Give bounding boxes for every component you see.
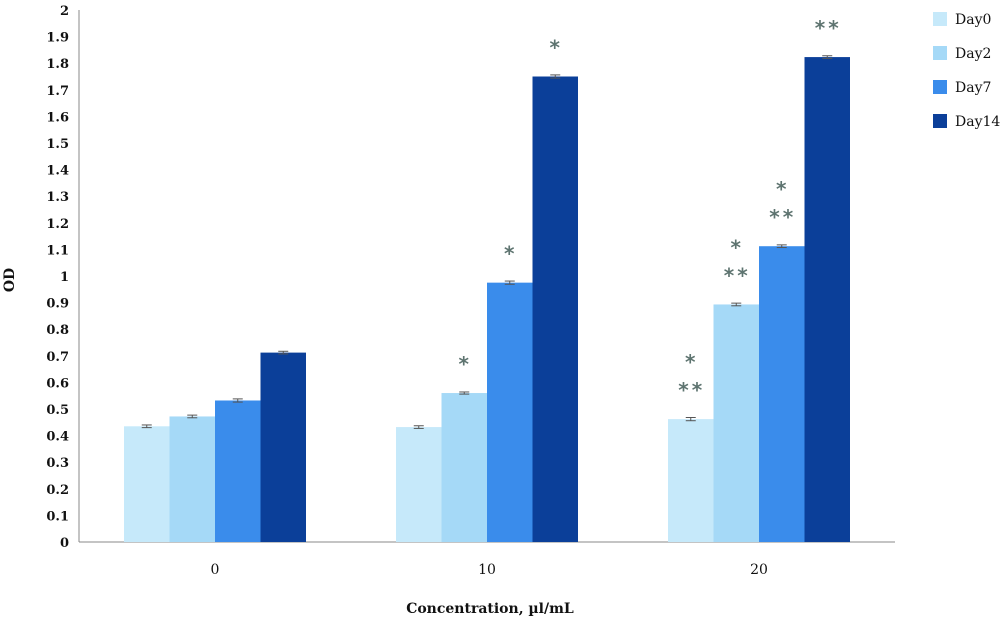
x-axis-label: Concentration, µl/mL [406,601,574,617]
bar-day0-20 [668,419,714,542]
y-tick-label: 1.1 [46,243,69,258]
bar-day14-20 [804,57,850,542]
legend-swatch-day7 [933,80,947,94]
significance-mark: * [504,242,517,266]
significance-mark: ** [678,378,705,402]
legend: Day0 Day2 Day7 Day14 [933,12,1000,130]
bar-day7-20 [759,246,805,542]
y-tick-label: 0.5 [46,403,69,418]
y-tick-label: 1.9 [46,31,69,46]
y-tick-label: 0.2 [46,483,69,498]
y-tick-label: 0.9 [46,297,69,312]
legend-swatch-day0 [933,12,947,26]
error-bar [141,424,152,429]
y-tick-label: 1.4 [46,164,69,179]
x-axis-categories: 0 10 20 [211,562,768,578]
y-tick-label: 0.6 [46,376,69,391]
bar-day0-0 [124,426,170,542]
bar-day2-20 [713,304,759,542]
bar-day7-10 [487,282,533,542]
y-tick-label: 1.8 [46,57,69,72]
error-bar [413,425,424,429]
significance-mark: ** [815,16,842,40]
y-tick-label: 0.4 [46,430,69,445]
y-tick-label: 1.3 [46,190,69,205]
error-bar [731,302,742,307]
bar-day0-10 [396,427,442,542]
error-bar [278,350,289,355]
y-tick-label: 0.7 [46,350,69,365]
error-bar [232,398,243,403]
y-tick-label: 0 [60,536,69,551]
x-category-label: 0 [211,562,220,578]
y-tick-label: 0.8 [46,323,69,338]
bar-day14-10 [532,76,578,542]
x-category-label: 20 [750,562,768,578]
y-tick-label: 1.6 [46,110,69,125]
y-tick-label: 1.7 [46,84,69,99]
legend-label-day7: Day7 [955,80,991,96]
legend-swatch-day2 [933,46,947,60]
y-tick-label: 0.3 [46,456,69,471]
bar-day2-0 [169,416,215,542]
y-axis-label: OD [2,268,18,292]
y-tick-label: 1.2 [46,217,69,232]
y-tick-label: 0.1 [46,509,69,524]
significance-mark: * [776,177,789,201]
x-category-label: 10 [478,562,496,578]
legend-label-day14: Day14 [955,114,1000,130]
bar-day7-0 [215,400,261,542]
error-bar [187,414,198,419]
y-axis-ticks: 0 0.1 0.2 0.3 0.4 0.5 0.6 0.7 0.8 0.9 1 1.1 1.2 1.3 1.… [46,4,69,551]
y-tick-label: 1 [60,270,69,285]
legend-swatch-day14 [933,114,947,128]
bars: ************** [124,16,850,542]
significance-mark: * [459,352,472,376]
significance-mark: ** [724,263,751,287]
legend-label-day2: Day2 [955,46,991,62]
significance-mark: ** [769,205,796,229]
bar-day14-0 [260,352,306,542]
error-bar [685,417,696,422]
significance-mark: * [685,350,698,374]
y-tick-label: 2 [60,4,69,19]
y-tick-label: 1.5 [46,137,69,152]
error-bar [822,55,833,59]
legend-label-day0: Day0 [955,12,991,28]
error-bar [504,280,515,285]
bar-day2-10 [441,393,487,542]
error-bar [776,244,787,249]
error-bar [550,74,561,79]
significance-mark: * [550,36,563,60]
significance-mark: * [731,235,744,259]
error-bar [459,391,470,395]
